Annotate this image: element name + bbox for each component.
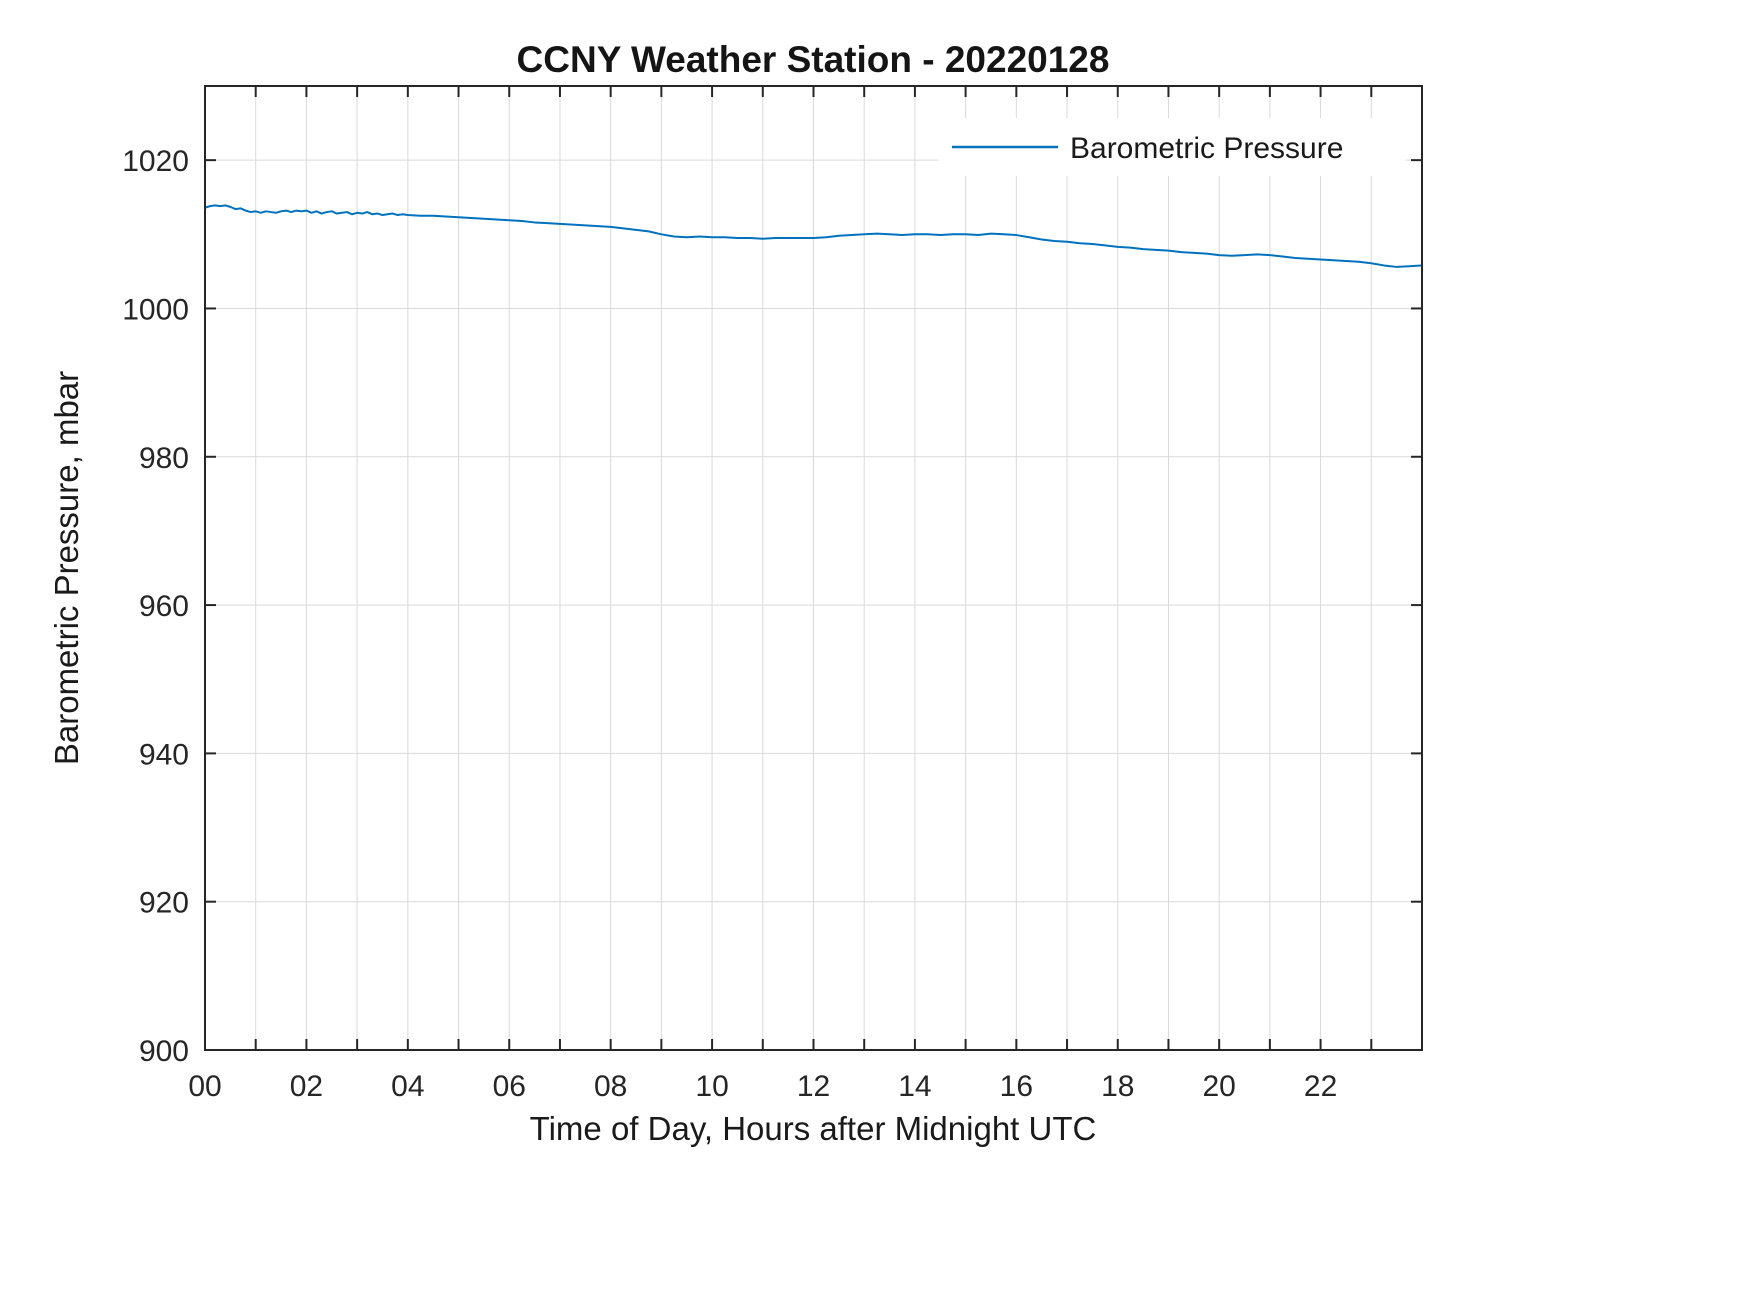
x-tick-label: 02 <box>290 1070 323 1103</box>
y-axis-label: Barometric Pressure, mbar <box>48 371 85 765</box>
legend-label: Barometric Pressure <box>1070 132 1343 165</box>
series-layer <box>204 204 1422 268</box>
x-tick-label: 14 <box>898 1070 931 1103</box>
chart-title: CCNY Weather Station - 20220128 <box>517 39 1110 80</box>
y-tick-label: 900 <box>139 1035 189 1068</box>
tick-label-layer: 00 02 04 06 08 10 12 14 16 18 20 22 900 920 940 960 980 1… <box>122 145 1337 1103</box>
x-axis-label: Time of Day, Hours after Midnight UTC <box>530 1110 1097 1147</box>
x-tick-label: 00 <box>188 1070 221 1103</box>
x-tick-label: 08 <box>594 1070 627 1103</box>
pressure-line <box>204 204 1422 268</box>
x-tick-label: 06 <box>493 1070 526 1103</box>
legend: Barometric Pressure <box>938 118 1406 176</box>
grid-layer <box>204 86 1422 1051</box>
x-tick-label: 04 <box>391 1070 424 1103</box>
x-tick-label: 10 <box>695 1070 728 1103</box>
y-tick-label: 960 <box>139 590 189 623</box>
x-tick-label: 12 <box>797 1070 830 1103</box>
y-tick-label: 1020 <box>122 145 189 178</box>
x-tick-label: 22 <box>1304 1070 1337 1103</box>
x-tick-label: 16 <box>1000 1070 1033 1103</box>
y-tick-label: 920 <box>139 887 189 920</box>
axes-layer <box>204 85 1423 1051</box>
x-tick-label: 20 <box>1202 1070 1235 1103</box>
y-tick-label: 980 <box>139 442 189 475</box>
y-tick-label: 940 <box>139 738 189 771</box>
x-tick-label: 18 <box>1101 1070 1134 1103</box>
y-tick-label: 1000 <box>122 293 189 326</box>
